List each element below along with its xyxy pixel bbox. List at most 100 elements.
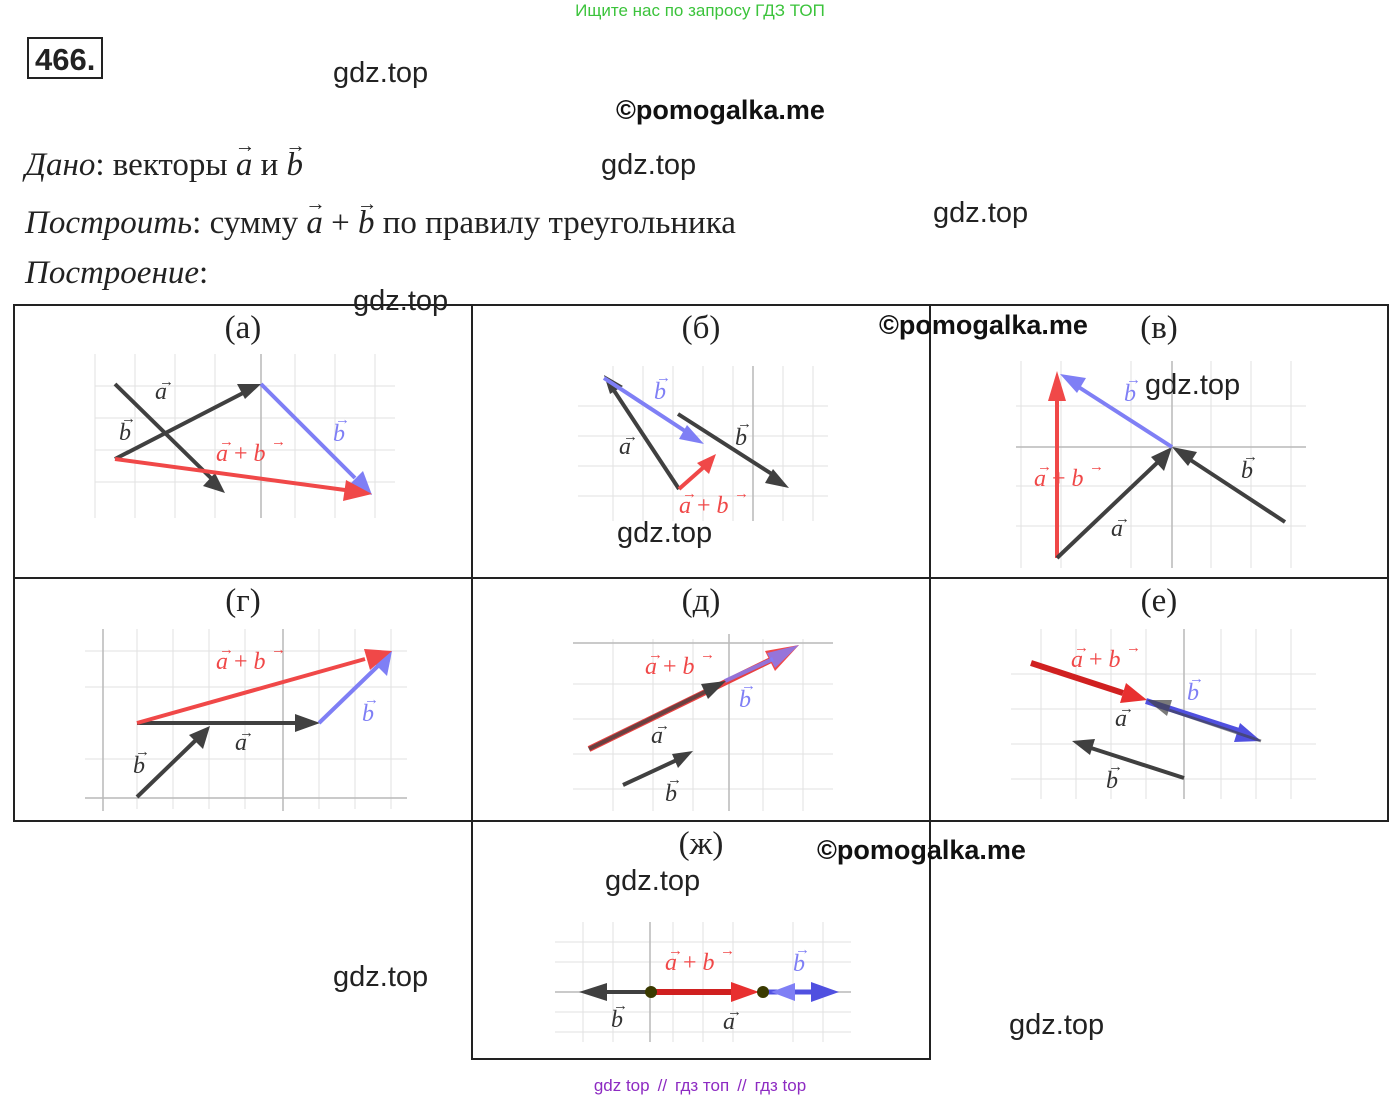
svg-text:→: → [271,434,286,450]
cell-label: (а) [224,310,262,346]
grid [573,639,833,811]
svg-text:→: → [613,998,628,1014]
footer-link[interactable]: гдз top [754,1076,807,1095]
svg-text:b: b [611,1007,623,1033]
watermark-gdz: gdz.top [353,285,449,317]
svg-text:b: b [665,781,677,807]
grid [578,366,828,521]
svg-text:a: a [1115,706,1127,732]
svg-text:→: → [795,942,810,958]
sum-arrow [136,657,366,725]
vector-b-arrow [724,657,774,683]
svg-text:a + b: a + b [645,654,695,680]
svg-text:a: a [723,1009,735,1035]
vector-a-arrow [588,687,712,751]
figure-a-diagram: a→ b→ b→ a + b→ → [94,354,395,518]
grid [555,922,851,1042]
point [757,986,769,998]
build-rule: по правилу треугольника [382,205,736,241]
cell-label: (ж) [678,826,724,862]
figure-e-diagram: a + b→ → b→ a→ b→ [1011,629,1316,799]
figure-zh-diagram: a + b→ → b→ b→ a→ [555,922,851,1042]
svg-text:→: → [239,725,254,741]
watermark-gdz: gdz.top [617,517,713,549]
svg-text:b: b [1124,381,1136,407]
svg-text:→: → [656,370,671,386]
watermark-pomogalka: ©pomogalka.me [616,95,825,125]
footer-links: gdz top // гдз топ // гдз top [0,1076,1400,1096]
watermark-pomogalka: ©pomogalka.me [817,835,1026,865]
svg-text:→: → [1119,701,1134,717]
vector-b-arrow [602,376,690,435]
svg-text:a + b: a + b [1034,466,1084,492]
vector-b-arrow [676,412,777,478]
figure-cell-b: b → a → b → a + b → → (б) [471,304,931,579]
vector-b-arrow [1090,746,1185,780]
plus-sign: + [331,205,350,241]
point [645,986,657,998]
vector-a-arrow [114,390,246,461]
svg-text:b: b [1106,768,1118,794]
svg-text:→: → [219,434,234,450]
svg-text:a + b: a + b [216,441,266,467]
grid [94,354,395,518]
figure-b-diagram: b→ a→ b→ a + b→ → [578,366,828,521]
vector-a-arrow [1055,459,1161,560]
svg-text:→: → [682,486,697,502]
svg-text:→: → [1243,449,1258,465]
svg-text:b: b [739,687,751,713]
vector-b-arrow [1075,384,1174,449]
figure-cell-g: a + b → → b → a → b → (г) [13,577,473,822]
given-text: : векторы [95,147,228,183]
given-label: Дано [25,147,96,183]
footer-separator: // [737,1076,747,1095]
top-banner: Ищите нас по запросу ГДЗ ТОП [575,1,825,20]
svg-text:→: → [667,772,682,788]
sum-arrow [1030,660,1124,696]
svg-text:a: a [619,434,631,460]
vector-b-arrow [622,757,680,787]
svg-text:→: → [1126,640,1141,656]
cell-label: (г) [225,583,261,619]
svg-text:→: → [271,642,286,658]
vector-b-arrow [135,737,199,799]
vector-b-arrow [1187,457,1287,524]
vector-b-symbol: b [357,193,377,242]
watermark-gdz: gdz.top [933,197,1029,229]
figure-cell-e: a + b → → b → a → b → (е) [929,577,1389,822]
svg-text:→: → [720,943,735,959]
svg-text:b: b [133,753,145,779]
figure-v-diagram: b→ a→ b→ a + b→ → [1016,361,1306,568]
svg-text:→: → [1074,640,1089,656]
svg-text:→: → [623,429,638,445]
svg-text:→: → [648,647,663,663]
svg-text:b: b [735,425,747,451]
svg-text:→: → [135,744,150,760]
cell-label: (д) [681,583,721,619]
svg-text:a + b: a + b [679,493,729,519]
conj: и [260,147,279,183]
footer-link[interactable]: гдз топ [675,1076,730,1095]
footer-link[interactable]: gdz top [593,1076,650,1095]
vector-b-arrow [259,382,357,480]
svg-text:→: → [734,486,749,502]
svg-text:→: → [727,1004,742,1020]
svg-text:→: → [668,943,683,959]
cell-label: (в) [1140,310,1178,346]
svg-text:a: a [155,379,167,405]
cell-label: (е) [1140,583,1178,619]
problem-number: 466. [27,37,104,79]
svg-text:→: → [700,647,715,663]
sum-arrow [114,457,346,492]
svg-text:b: b [1241,458,1253,484]
svg-text:a + b: a + b [1071,647,1121,673]
svg-text:→: → [655,718,670,734]
watermark-pomogalka: ©pomogalka.me [879,310,1088,340]
watermark-gdz: gdz.top [1145,369,1241,401]
svg-text:→: → [1115,511,1130,527]
svg-text:→: → [159,374,174,390]
svg-text:a + b: a + b [216,649,266,675]
vector-a-arrow [611,387,681,491]
svg-text:→: → [121,411,136,427]
svg-text:→: → [1189,671,1204,687]
